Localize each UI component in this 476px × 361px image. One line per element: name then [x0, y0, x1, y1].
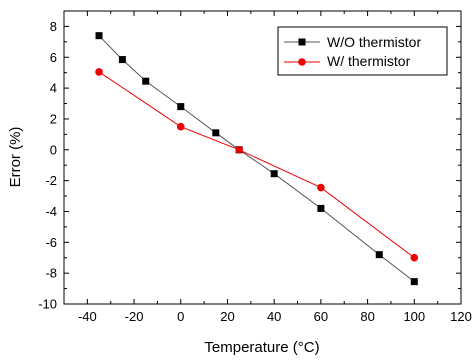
data-point-circle	[235, 145, 243, 154]
legend: W/O thermistor W/ thermistor	[277, 26, 448, 76]
data-point-square	[177, 103, 185, 111]
y-tick-label: 0	[50, 142, 57, 157]
x-tick-label: 40	[267, 309, 281, 324]
plot-layer	[95, 32, 419, 286]
y-tick-label: -4	[45, 204, 57, 219]
y-tick-label: 2	[50, 111, 57, 126]
y-tick-label: -6	[45, 235, 57, 250]
data-point-square	[95, 32, 103, 40]
y-tick-label: 6	[50, 50, 57, 65]
legend-label-wo-thermistor: W/O thermistor	[327, 34, 421, 50]
data-point-circle	[176, 122, 185, 131]
x-tick-label: 100	[403, 309, 425, 324]
legend-label-w-thermistor: W/ thermistor	[327, 53, 411, 69]
x-tick-label: 120	[450, 309, 472, 324]
y-tick-label: -8	[45, 266, 57, 281]
y-tick-label: -2	[45, 173, 57, 188]
x-tick-label: -40	[78, 309, 97, 324]
y-tick-label: 4	[50, 81, 57, 96]
data-point-square	[375, 251, 383, 259]
x-tick-label: 60	[314, 309, 328, 324]
legend-box	[277, 26, 448, 76]
y-tick-label: -10	[38, 297, 57, 312]
data-point-circle	[410, 253, 419, 262]
y-tick-label: 8	[50, 19, 57, 34]
x-tick-label: 20	[220, 309, 234, 324]
data-point-square	[118, 56, 126, 64]
legend-marker-wo-thermistor	[298, 38, 306, 46]
legend-marker-w-thermistor	[298, 58, 306, 66]
plot-frame	[63, 10, 462, 305]
y-axis-title: Error (%)	[7, 127, 24, 188]
data-point-circle	[317, 183, 325, 192]
data-point-square	[270, 170, 278, 178]
x-tick-label: 80	[360, 309, 374, 324]
data-point-square	[212, 129, 220, 137]
data-point-square	[142, 77, 150, 85]
data-point-circle	[95, 68, 103, 76]
x-tick-label: 0	[177, 309, 184, 324]
x-tick-label: -20	[125, 309, 144, 324]
data-point-square	[410, 278, 418, 286]
data-point-square	[317, 204, 325, 212]
series-line-0	[98, 35, 415, 283]
x-axis-title: Temperature (°C)	[204, 339, 319, 356]
series-line-1	[98, 71, 415, 259]
